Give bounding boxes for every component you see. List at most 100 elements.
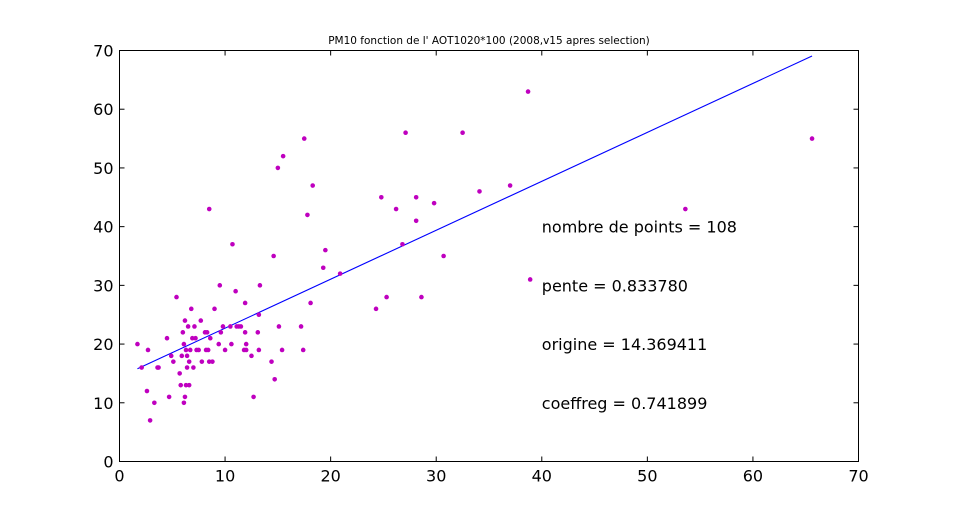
data-point <box>243 347 249 353</box>
y-tick-label: 10 <box>93 394 113 413</box>
chart-title: PM10 fonction de l' AOT1020*100 (2008,v1… <box>328 35 650 47</box>
data-point <box>206 359 212 364</box>
regression-line-layer <box>137 55 813 370</box>
data-point <box>249 353 254 359</box>
data-point <box>384 294 389 300</box>
y-tick-label: 50 <box>93 159 113 178</box>
data-point <box>243 341 249 347</box>
x-tick-label: 70 <box>848 467 868 486</box>
data-point <box>144 388 150 394</box>
data-point <box>337 271 343 276</box>
data-point <box>271 253 276 259</box>
data-point <box>441 253 446 259</box>
x-axis: 0 10 20 30 40 50 60 70 <box>114 50 869 486</box>
data-point <box>230 241 235 247</box>
data-point <box>218 330 224 335</box>
annotation-text: pente = 0.833780 <box>542 276 688 295</box>
y-axis: 0 10 20 30 40 50 60 70 <box>93 42 859 472</box>
data-point <box>152 400 157 406</box>
regression-line <box>137 55 813 370</box>
y-tick-label: 30 <box>93 276 113 295</box>
data-point <box>164 335 170 341</box>
data-point <box>198 318 204 323</box>
data-point <box>272 377 277 382</box>
data-point <box>393 206 399 212</box>
data-point <box>156 365 161 370</box>
data-point <box>135 341 140 347</box>
data-point <box>183 347 189 353</box>
data-point <box>413 194 419 200</box>
data-point <box>206 206 212 212</box>
data-point <box>305 212 310 218</box>
data-points-layer <box>135 89 815 423</box>
data-point <box>184 365 190 370</box>
y-tick-label: 20 <box>93 335 113 354</box>
data-point <box>255 330 261 335</box>
data-point <box>182 394 188 400</box>
data-point <box>300 347 306 353</box>
data-point <box>256 347 262 353</box>
data-point <box>166 394 172 400</box>
x-tick-label: 0 <box>114 467 124 486</box>
data-point <box>379 194 384 200</box>
data-point <box>171 359 176 364</box>
data-point <box>229 341 234 347</box>
data-point <box>280 153 286 159</box>
data-point <box>276 324 282 329</box>
x-tick-label: 40 <box>532 467 552 486</box>
data-point <box>204 330 210 335</box>
data-point <box>185 324 191 329</box>
data-point <box>210 359 215 364</box>
data-point <box>527 277 533 282</box>
data-point <box>178 382 184 388</box>
data-point <box>809 136 815 141</box>
data-point <box>460 130 465 135</box>
y-tick-label: 60 <box>93 100 113 119</box>
y-tick-label: 40 <box>93 218 113 237</box>
y-tick-label: 0 <box>103 453 113 472</box>
data-point <box>184 353 190 359</box>
data-point <box>212 306 217 312</box>
data-point <box>310 183 315 188</box>
data-point <box>400 241 405 247</box>
annotation-layer: nombre de points = 108 pente = 0.833780 or… <box>542 218 737 413</box>
data-point <box>301 136 307 141</box>
annotation-text: origine = 14.369411 <box>542 335 708 354</box>
x-tick-label: 30 <box>426 467 446 486</box>
data-point <box>228 324 233 329</box>
data-point <box>477 189 482 194</box>
data-point <box>220 324 226 329</box>
data-point <box>242 330 248 335</box>
data-point <box>251 394 256 400</box>
data-point <box>192 324 197 329</box>
data-point <box>298 324 304 329</box>
data-point <box>186 382 192 388</box>
data-point <box>233 288 238 294</box>
data-point <box>431 200 437 206</box>
data-point <box>179 353 185 359</box>
data-point <box>183 382 189 388</box>
data-point <box>191 365 196 370</box>
data-point <box>182 318 188 323</box>
data-point <box>188 306 194 312</box>
data-point <box>507 183 513 188</box>
data-point <box>145 347 151 353</box>
annotation-text: coeffreg = 0.741899 <box>542 394 708 413</box>
data-point <box>413 218 419 224</box>
x-tick-label: 10 <box>215 467 235 486</box>
data-point <box>168 353 174 359</box>
data-point <box>419 294 424 300</box>
data-point <box>177 371 182 376</box>
data-point <box>222 347 228 353</box>
data-point <box>186 359 192 364</box>
data-point <box>174 294 179 300</box>
data-point <box>187 347 193 353</box>
x-tick-label: 60 <box>743 467 763 486</box>
data-point <box>275 165 281 171</box>
data-point <box>238 324 244 329</box>
data-point <box>323 247 328 253</box>
data-point <box>180 330 186 335</box>
data-point <box>525 89 531 94</box>
data-point <box>683 206 688 212</box>
